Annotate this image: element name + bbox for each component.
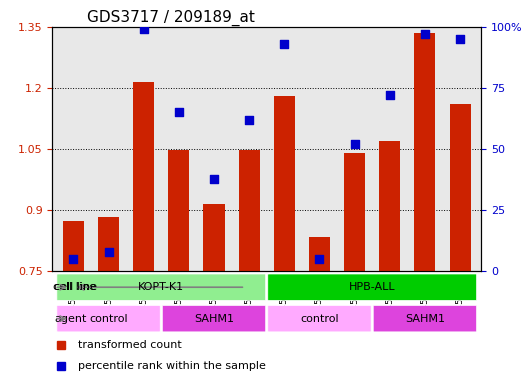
Bar — [168, 151, 189, 271]
Bar — [450, 104, 471, 271]
Text: cell line: cell line — [54, 282, 97, 292]
Point — [420, 31, 429, 37]
Text: SAHM1: SAHM1 — [194, 314, 234, 324]
Text: control: control — [89, 314, 128, 324]
Point — [210, 175, 218, 182]
Point — [69, 256, 77, 262]
Point — [350, 141, 359, 147]
Text: cell line: cell line — [53, 282, 96, 292]
Text: percentile rank within the sample: percentile rank within the sample — [78, 361, 266, 371]
Text: HPB-ALL: HPB-ALL — [349, 282, 395, 292]
Bar — [344, 153, 365, 271]
Bar — [98, 217, 119, 271]
FancyBboxPatch shape — [162, 305, 266, 332]
Point — [315, 256, 324, 262]
Bar — [414, 33, 436, 271]
Point — [280, 41, 289, 47]
Point — [175, 109, 183, 116]
Text: KOPT-K1: KOPT-K1 — [138, 282, 184, 292]
FancyBboxPatch shape — [268, 274, 476, 300]
Text: SAHM1: SAHM1 — [405, 314, 445, 324]
Text: GDS3717 / 209189_at: GDS3717 / 209189_at — [87, 9, 255, 25]
Point — [105, 249, 113, 255]
Bar — [63, 220, 84, 271]
Text: transformed count: transformed count — [78, 340, 182, 350]
Point — [456, 36, 464, 42]
Bar — [133, 82, 154, 271]
Point — [140, 26, 148, 32]
Bar — [379, 141, 400, 271]
FancyBboxPatch shape — [268, 305, 371, 332]
Bar — [203, 204, 224, 271]
Point — [385, 92, 394, 98]
Text: agent: agent — [54, 314, 86, 324]
FancyBboxPatch shape — [373, 305, 476, 332]
Text: control: control — [300, 314, 339, 324]
Point — [245, 117, 253, 123]
Bar — [238, 151, 260, 271]
FancyBboxPatch shape — [57, 305, 160, 332]
FancyBboxPatch shape — [57, 274, 266, 300]
Bar — [274, 96, 295, 271]
Bar — [309, 237, 330, 271]
